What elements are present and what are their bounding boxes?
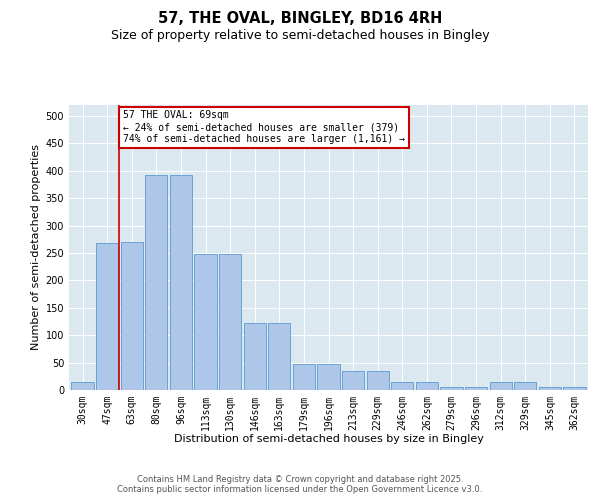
Bar: [391, 382, 413, 390]
Bar: [71, 382, 94, 390]
Bar: [194, 254, 217, 390]
Bar: [121, 242, 143, 390]
Bar: [440, 388, 463, 390]
Bar: [244, 323, 266, 390]
Text: 57 THE OVAL: 69sqm
← 24% of semi-detached houses are smaller (379)
74% of semi-d: 57 THE OVAL: 69sqm ← 24% of semi-detache…: [123, 110, 405, 144]
Bar: [563, 388, 586, 390]
Bar: [342, 371, 364, 390]
Bar: [317, 364, 340, 390]
Bar: [219, 254, 241, 390]
Bar: [170, 174, 192, 390]
Bar: [96, 243, 118, 390]
Bar: [293, 364, 315, 390]
Bar: [145, 174, 167, 390]
Text: Contains HM Land Registry data © Crown copyright and database right 2025.
Contai: Contains HM Land Registry data © Crown c…: [118, 474, 482, 494]
X-axis label: Distribution of semi-detached houses by size in Bingley: Distribution of semi-detached houses by …: [173, 434, 484, 444]
Bar: [514, 382, 536, 390]
Y-axis label: Number of semi-detached properties: Number of semi-detached properties: [31, 144, 41, 350]
Bar: [367, 371, 389, 390]
Bar: [539, 388, 561, 390]
Bar: [465, 388, 487, 390]
Bar: [490, 382, 512, 390]
Text: 57, THE OVAL, BINGLEY, BD16 4RH: 57, THE OVAL, BINGLEY, BD16 4RH: [158, 11, 442, 26]
Bar: [416, 382, 438, 390]
Text: Size of property relative to semi-detached houses in Bingley: Size of property relative to semi-detach…: [110, 29, 490, 42]
Bar: [268, 323, 290, 390]
